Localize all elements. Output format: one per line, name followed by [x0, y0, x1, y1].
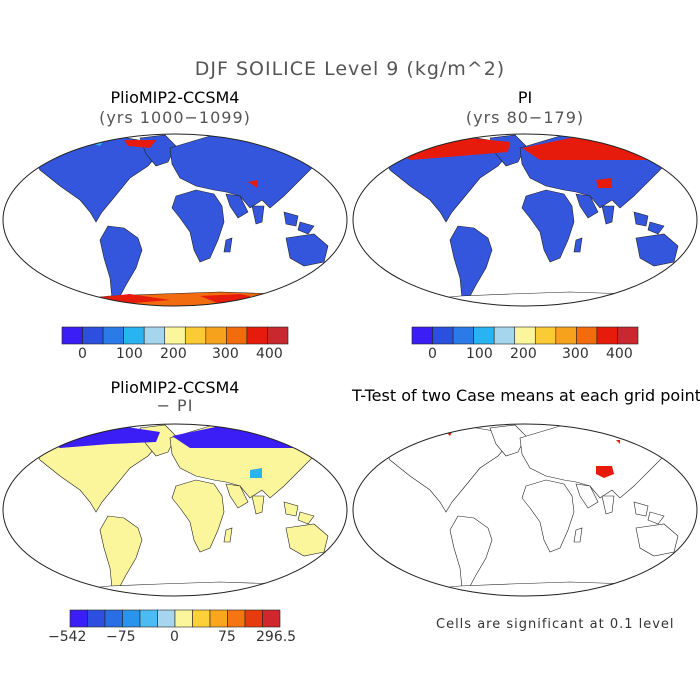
cbar3-tick-0: 0: [170, 629, 179, 645]
cbar1-swatch-5: [164, 326, 186, 345]
map-panel-1: [2, 133, 348, 307]
panel-3-title: PlioMIP2-CCSM4: [110, 378, 240, 397]
cbar3-tick-neg75: −75: [106, 629, 136, 645]
cbar3-tick-75: 75: [218, 629, 236, 645]
cbar2-swatch-1: [432, 326, 454, 345]
figure-title: DJF SOILICE Level 9 (kg/m^2): [194, 58, 506, 80]
map-panel-3: [2, 423, 348, 597]
colorbar-panel-1: [61, 326, 289, 345]
cbar2-swatch-8: [576, 326, 598, 345]
cbar2-tick-300: 300: [562, 346, 589, 362]
cbar3-swatch-4: [139, 609, 158, 628]
cbar3-swatch-10: [244, 609, 263, 628]
cbar1-swatch-0: [61, 326, 83, 345]
cbar1-swatch-10: [267, 326, 289, 345]
cbar2-tick-100: 100: [466, 346, 493, 362]
cbar1-tick-200: 200: [160, 346, 187, 362]
cbar3-swatch-2: [104, 609, 123, 628]
cbar2-swatch-6: [534, 326, 557, 345]
cbar2-tick-400: 400: [606, 346, 633, 362]
cbar3-swatch-9: [227, 609, 246, 628]
cbar3-tick-min: −542: [48, 629, 87, 645]
cbar1-swatch-9: [246, 326, 268, 345]
cbar2-swatch-9: [596, 326, 618, 345]
cbar2-swatch-7: [555, 326, 577, 345]
cbar2-swatch-4: [493, 326, 516, 345]
panel-1-subtitle: (yrs 1000−1099): [99, 108, 251, 127]
cbar1-tick-0: 0: [78, 346, 87, 362]
significance-note: Cells are significant at 0.1 level: [436, 617, 675, 632]
cbar3-swatch-11: [262, 609, 281, 628]
panel-3-subtitle: − PI: [156, 396, 194, 415]
cbar2-swatch-2: [452, 326, 474, 345]
cbar2-tick-200: 200: [510, 346, 537, 362]
map-panel-4: [352, 423, 698, 597]
colorbar-panel-2: [411, 326, 639, 345]
cbar3-swatch-7: [192, 609, 211, 628]
cbar2-tick-0: 0: [428, 346, 437, 362]
cbar3-swatch-3: [122, 609, 141, 628]
panel-2-subtitle: (yrs 80−179): [465, 108, 585, 127]
cbar3-swatch-6: [174, 609, 193, 628]
cbar2-swatch-5: [514, 326, 536, 345]
map-panel-2: [352, 133, 698, 307]
panel-2-title: PI: [517, 88, 533, 107]
cbar3-swatch-8: [209, 609, 228, 628]
cbar2-swatch-3: [473, 326, 495, 345]
cbar1-swatch-6: [184, 326, 207, 345]
cbar1-tick-300: 300: [212, 346, 239, 362]
colorbar-panel-3: [69, 609, 281, 628]
cbar1-swatch-7: [205, 326, 227, 345]
cbar1-swatch-3: [123, 326, 145, 345]
cbar1-swatch-4: [143, 326, 166, 345]
cbar1-swatch-1: [82, 326, 104, 345]
cbar1-tick-100: 100: [116, 346, 143, 362]
panel-4-title: T-Test of two Case means at each grid po…: [352, 386, 700, 405]
cbar3-tick-max: 296.5: [256, 629, 297, 645]
cbar3-swatch-5: [157, 609, 176, 628]
cbar1-swatch-8: [226, 326, 248, 345]
cbar2-swatch-10: [617, 326, 639, 345]
cbar3-swatch-0: [69, 609, 88, 628]
cbar1-tick-400: 400: [256, 346, 283, 362]
cbar1-swatch-2: [102, 326, 124, 345]
panel-1-title: PlioMIP2-CCSM4: [110, 88, 240, 107]
cbar2-swatch-0: [411, 326, 433, 345]
cbar3-swatch-1: [87, 609, 106, 628]
